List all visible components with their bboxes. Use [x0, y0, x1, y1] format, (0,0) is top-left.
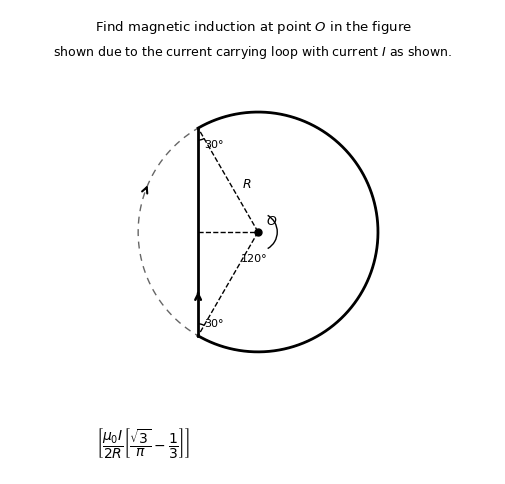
Text: R: R — [242, 178, 250, 191]
Text: 30°: 30° — [204, 318, 223, 329]
Text: Find magnetic induction at point $O$ in the figure: Find magnetic induction at point $O$ in … — [94, 19, 411, 36]
Text: 30°: 30° — [204, 140, 223, 150]
Text: shown due to the current carrying loop with current $I$ as shown.: shown due to the current carrying loop w… — [54, 44, 451, 60]
Text: 120°: 120° — [241, 254, 267, 264]
Text: O: O — [266, 215, 276, 228]
Text: $\left[ \dfrac{\mu_0 I}{2R} \left[ \dfrac{\sqrt{3}}{\pi} - \dfrac{1}{3} \right] : $\left[ \dfrac{\mu_0 I}{2R} \left[ \dfra… — [96, 426, 190, 460]
